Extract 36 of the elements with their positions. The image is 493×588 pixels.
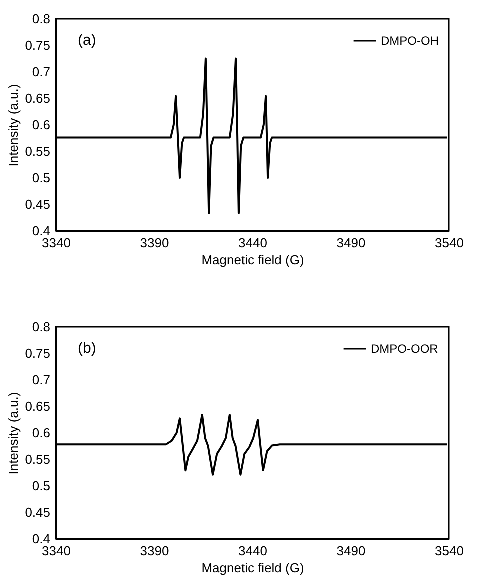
x-tick-label: 3340	[42, 544, 71, 558]
x-tick-label: 3390	[140, 236, 170, 250]
annotation: (b)	[78, 340, 96, 357]
x-tick-label: 3540	[435, 544, 464, 558]
y-tick-label: 0.5	[32, 170, 50, 186]
annotation: (a)	[78, 32, 96, 49]
x-tick-label: 3340	[42, 236, 71, 250]
y-tick-label: 0.4	[32, 532, 50, 546]
y-axis-title: Intensity (a.u.)	[6, 84, 22, 167]
y-tick-label: 0.45	[25, 197, 50, 212]
legend-label: DMPO-OH	[381, 34, 439, 48]
y-tick-label: 0.65	[25, 91, 50, 106]
x-tick-label: 3440	[238, 544, 268, 558]
y-tick-label: 0.4	[32, 224, 50, 238]
y-tick-label: 0.75	[25, 346, 50, 361]
y-tick-label: 0.8	[32, 12, 50, 26]
x-tick-label: 3490	[336, 544, 366, 558]
y-tick-label: 0.55	[25, 144, 50, 159]
y-axis-title: Intensity (a.u.)	[6, 392, 22, 475]
y-tick-label: 0.75	[25, 38, 50, 53]
y-tick-label: 0.45	[25, 505, 50, 520]
y-tick-label: 0.7	[32, 372, 50, 388]
x-tick-label: 3440	[238, 236, 268, 250]
x-axis-title: Magnetic field (G)	[202, 252, 304, 268]
y-tick-label: 0.5	[32, 478, 50, 494]
x-axis-title: Magnetic field (G)	[202, 560, 304, 576]
x-tick-label: 3390	[140, 544, 170, 558]
y-tick-label: 0.6	[32, 426, 50, 440]
x-tick-label: 3490	[336, 236, 366, 250]
legend-label: DMPO-OOR	[371, 342, 439, 356]
y-tick-label: 0.8	[32, 320, 50, 334]
y-tick-label: 0.65	[25, 399, 50, 414]
y-tick-label: 0.7	[32, 64, 50, 80]
x-tick-label: 3540	[435, 236, 464, 250]
y-tick-label: 0.6	[32, 118, 50, 132]
y-tick-label: 0.55	[25, 452, 50, 467]
